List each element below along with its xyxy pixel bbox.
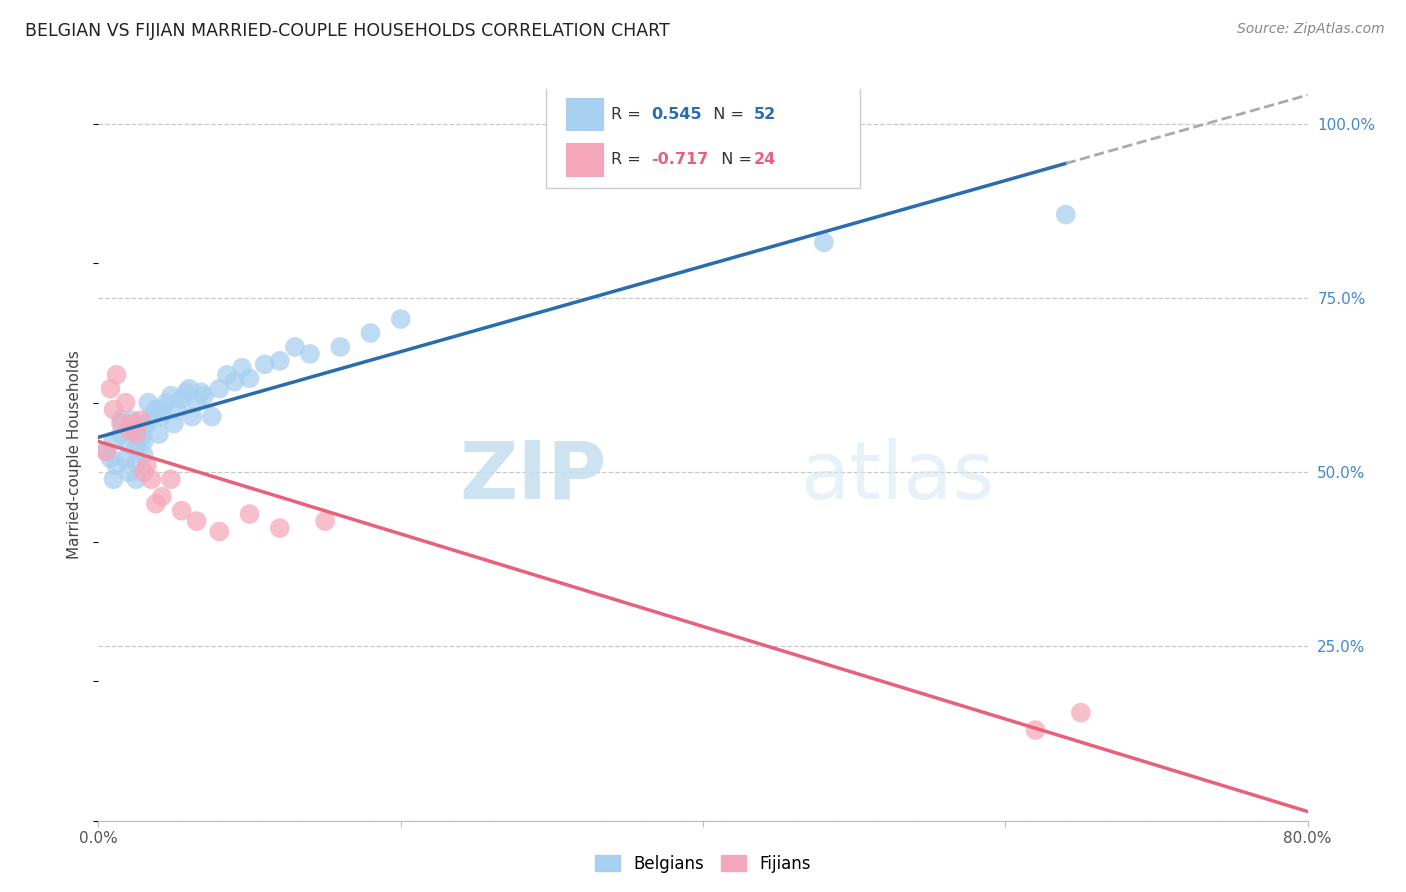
Point [190, 385, 212, 400]
Point [129, 413, 152, 427]
Point [155, 395, 177, 409]
Point [135, 458, 157, 473]
Point [136, 395, 159, 409]
Text: Source: ZipAtlas.com: Source: ZipAtlas.com [1237, 22, 1385, 37]
Point [150, 490, 173, 504]
Point [121, 417, 143, 431]
Point [103, 472, 125, 486]
Point [94, 444, 117, 458]
Point [145, 497, 167, 511]
Point [114, 395, 136, 409]
Text: R =: R = [612, 106, 645, 121]
Point [231, 360, 253, 375]
Point [181, 409, 204, 424]
Y-axis label: Married-couple Households: Married-couple Households [67, 351, 83, 559]
Point [150, 409, 173, 424]
Legend: Belgians, Fijians: Belgians, Fijians [589, 848, 817, 880]
Point [122, 424, 145, 438]
Point [170, 503, 193, 517]
Point [160, 389, 183, 403]
Point [186, 514, 208, 528]
Point [125, 472, 148, 486]
Point [103, 402, 125, 417]
Point [1054, 208, 1077, 222]
Text: N =: N = [711, 152, 758, 167]
Point [329, 340, 352, 354]
Text: ZIP: ZIP [458, 438, 606, 516]
Point [105, 368, 128, 382]
Point [284, 340, 307, 354]
Text: 24: 24 [754, 152, 776, 167]
Point [135, 417, 157, 431]
Point [125, 441, 148, 455]
Point [125, 427, 148, 442]
Point [179, 382, 201, 396]
Point [145, 402, 167, 417]
Text: R =: R = [612, 152, 645, 167]
Point [163, 417, 186, 431]
Point [269, 354, 291, 368]
Point [148, 402, 170, 417]
Text: 0.545: 0.545 [651, 106, 702, 121]
Point [1070, 706, 1092, 720]
Text: 52: 52 [754, 106, 776, 121]
Point [389, 312, 412, 326]
Point [141, 472, 163, 486]
Point [114, 451, 136, 466]
Point [105, 458, 128, 473]
Point [148, 427, 170, 442]
FancyBboxPatch shape [567, 144, 603, 176]
Point [118, 466, 141, 480]
Point [132, 448, 155, 462]
Text: -0.717: -0.717 [651, 152, 709, 167]
Point [269, 521, 291, 535]
Point [299, 347, 322, 361]
Point [186, 395, 208, 409]
FancyBboxPatch shape [546, 86, 860, 188]
Point [100, 451, 122, 466]
Point [360, 326, 382, 340]
Point [118, 424, 141, 438]
Point [132, 466, 155, 480]
Point [166, 402, 188, 417]
Point [239, 507, 262, 521]
Point [125, 455, 148, 469]
Point [100, 382, 122, 396]
Point [174, 385, 197, 400]
Point [813, 235, 835, 250]
Point [132, 434, 155, 448]
Point [253, 357, 276, 371]
Point [110, 413, 132, 427]
Text: atlas: atlas [800, 438, 994, 516]
Point [129, 430, 152, 444]
Point [110, 427, 132, 442]
Point [141, 409, 163, 424]
Point [103, 434, 125, 448]
Point [121, 413, 143, 427]
Point [170, 392, 193, 407]
Point [160, 472, 183, 486]
Point [132, 420, 155, 434]
Point [224, 375, 246, 389]
Point [201, 409, 224, 424]
Point [1024, 723, 1046, 737]
Point [215, 368, 238, 382]
Point [208, 524, 231, 539]
Point [239, 371, 262, 385]
Point [193, 389, 215, 403]
Point [314, 514, 336, 528]
Point [208, 382, 231, 396]
Point [118, 437, 141, 451]
Point [94, 444, 117, 458]
Text: N =: N = [703, 106, 749, 121]
Point [110, 417, 132, 431]
Text: BELGIAN VS FIJIAN MARRIED-COUPLE HOUSEHOLDS CORRELATION CHART: BELGIAN VS FIJIAN MARRIED-COUPLE HOUSEHO… [25, 22, 671, 40]
FancyBboxPatch shape [567, 98, 603, 130]
